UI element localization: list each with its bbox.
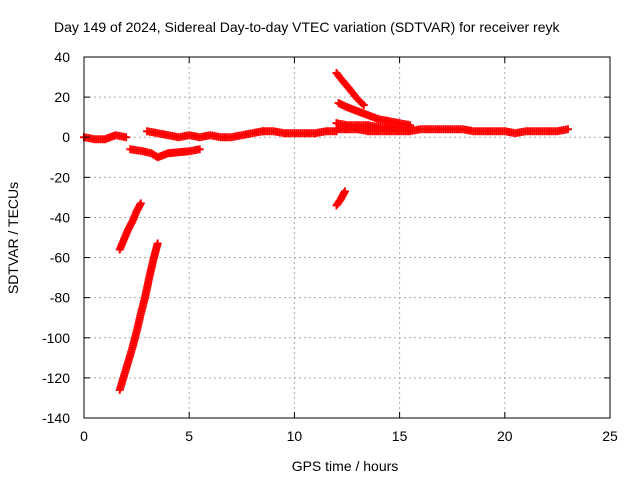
plot-frame (83, 56, 611, 419)
axis-ticks: -140 -120 -100 -80 -60 -40 -20 0 20 40 0 5 10 15 20 25 (42, 49, 618, 444)
data-points (80, 69, 572, 394)
x-tick-label: 25 (602, 428, 618, 444)
y-tick-label: -120 (42, 370, 70, 386)
x-tick-label: 15 (392, 428, 408, 444)
data-point (136, 199, 145, 208)
x-tick-label: 20 (497, 428, 513, 444)
y-tick-label: -140 (42, 410, 70, 426)
y-tick-label: -20 (50, 169, 70, 185)
data-point (122, 133, 131, 142)
chart-title: Day 149 of 2024, Sidereal Day-to-day VTE… (54, 19, 560, 35)
data-point (359, 101, 368, 110)
y-tick-label: 20 (54, 89, 70, 105)
data-point (153, 239, 162, 248)
y-tick-label: -100 (42, 330, 70, 346)
y-tick-label: 0 (62, 129, 70, 145)
grid-lines (84, 57, 610, 418)
y-tick-label: -40 (50, 209, 70, 225)
data-point (406, 121, 415, 130)
x-axis-label: GPS time / hours (292, 458, 399, 474)
data-point (340, 187, 349, 196)
y-axis-label: SDTVAR / TECUs (5, 182, 21, 294)
y-tick-label: 40 (54, 49, 70, 65)
x-tick-label: 5 (185, 428, 193, 444)
data-point (563, 125, 572, 134)
x-tick-label: 10 (287, 428, 303, 444)
data-point (195, 145, 204, 154)
x-tick-label: 0 (80, 428, 88, 444)
y-tick-label: -80 (50, 290, 70, 306)
y-tick-label: -60 (50, 250, 70, 266)
data-point (358, 99, 367, 108)
